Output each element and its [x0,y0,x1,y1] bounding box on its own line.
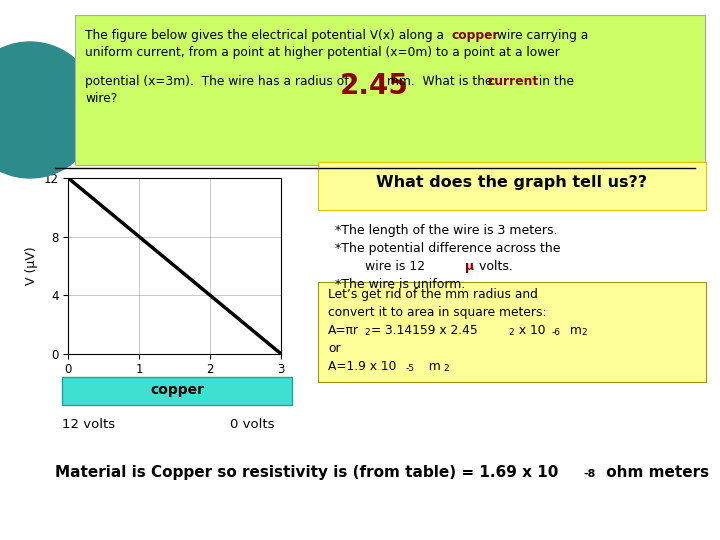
Text: *The potential difference across the: *The potential difference across the [335,242,560,255]
Text: convert it to area in square meters:: convert it to area in square meters: [328,306,546,319]
Text: *The length of the wire is 3 meters.: *The length of the wire is 3 meters. [335,224,557,237]
Text: mm.  What is the: mm. What is the [383,75,496,88]
Text: The figure below gives the electrical potential V(x) along a: The figure below gives the electrical po… [85,29,448,42]
Text: wire carrying a: wire carrying a [493,29,588,42]
FancyBboxPatch shape [318,162,706,210]
Text: μ: μ [465,260,474,273]
Text: wire?: wire? [85,92,117,105]
Text: ohm meters: ohm meters [601,465,709,480]
Text: = 3.14159 x 2.45: = 3.14159 x 2.45 [371,324,478,337]
Text: Let’s get rid of the mm radius and: Let’s get rid of the mm radius and [328,288,538,301]
Text: or: or [328,342,341,355]
Text: A=1.9 x 10: A=1.9 x 10 [328,360,397,373]
Circle shape [0,42,98,178]
Text: potential (x=3m).  The wire has a radius of: potential (x=3m). The wire has a radius … [85,75,353,88]
Text: 2: 2 [364,328,369,337]
Text: Material is Copper so resistivity is (from table) = 1.69 x 10: Material is Copper so resistivity is (fr… [55,465,559,480]
Text: uniform current, from a point at higher potential (x=0m) to a point at a lower: uniform current, from a point at higher … [85,46,560,59]
FancyBboxPatch shape [318,282,706,382]
Text: 2: 2 [581,328,587,337]
Text: A=πr: A=πr [328,324,359,337]
Text: m: m [566,324,582,337]
Text: What does the graph tell us??: What does the graph tell us?? [377,176,647,191]
Text: wire is 12: wire is 12 [357,260,429,273]
Text: 0 volts: 0 volts [230,418,274,431]
Text: copper: copper [451,29,499,42]
Text: m: m [421,360,445,373]
Text: 12 volts: 12 volts [62,418,115,431]
Text: current: current [488,75,539,88]
Text: 2: 2 [508,328,513,337]
Text: 2: 2 [443,364,449,373]
X-axis label: x (m): x (m) [158,382,192,395]
Y-axis label: V (μV): V (μV) [25,247,38,285]
FancyBboxPatch shape [75,15,705,165]
Text: x 10: x 10 [515,324,546,337]
Text: -6: -6 [552,328,561,337]
Text: -8: -8 [583,469,595,479]
FancyBboxPatch shape [62,377,292,405]
Text: in the: in the [535,75,574,88]
Text: -5: -5 [406,364,415,373]
Text: copper: copper [150,383,204,397]
Text: volts.: volts. [475,260,513,273]
Text: 2.45: 2.45 [340,72,409,100]
Text: *The wire is uniform.: *The wire is uniform. [335,278,465,291]
